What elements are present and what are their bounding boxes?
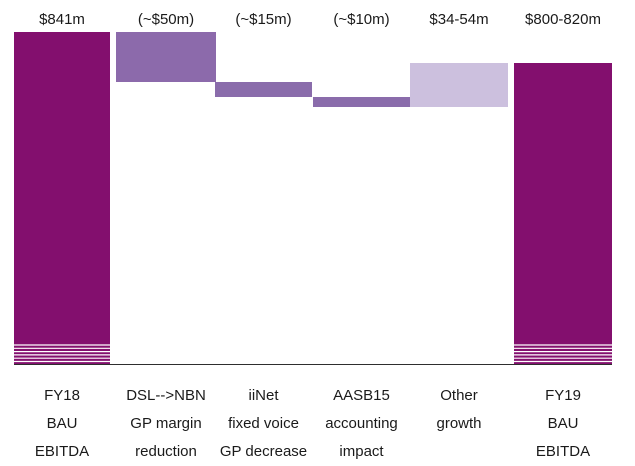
value-label-4: $34-54m [429,11,488,28]
bar-3 [313,97,410,107]
bar-2 [215,82,312,97]
category-label-0-2: EBITDA [35,443,89,460]
category-label-0-0: FY18 [44,387,80,404]
category-label-3-1: accounting [325,415,398,432]
category-label-1-1: GP margin [130,415,201,432]
value-label-0: $841m [39,11,85,28]
bar-5 [514,63,612,364]
category-label-3-2: impact [339,443,384,460]
bar-4 [410,63,508,107]
category-label-5-0: FY19 [545,387,581,404]
bar-group-3 [313,97,410,107]
category-label-2-1: fixed voice [228,415,299,432]
value-label-5: $800-820m [525,11,601,28]
category-label-4-0: Other [440,387,478,404]
bar-group-1 [116,32,216,82]
category-label-4-1: growth [436,415,481,432]
value-label-1: (~$50m) [138,11,194,28]
category-label-2-0: iiNet [248,387,279,404]
bar-group-2 [215,82,312,97]
category-label-2-2: GP decrease [220,443,307,460]
value-label-3: (~$10m) [333,11,389,28]
category-label-5-1: BAU [548,415,579,432]
category-label-1-2: reduction [135,443,197,460]
bar-1 [116,32,216,82]
bar-group-0 [14,32,110,364]
bar-group-5 [514,63,612,364]
bar-0 [14,32,110,364]
category-label-5-2: EBITDA [536,443,590,460]
category-label-1-0: DSL-->NBN [126,387,206,404]
category-label-0-1: BAU [47,415,78,432]
value-label-2: (~$15m) [235,11,291,28]
bar-group-4 [410,63,508,107]
category-label-3-0: AASB15 [333,387,390,404]
